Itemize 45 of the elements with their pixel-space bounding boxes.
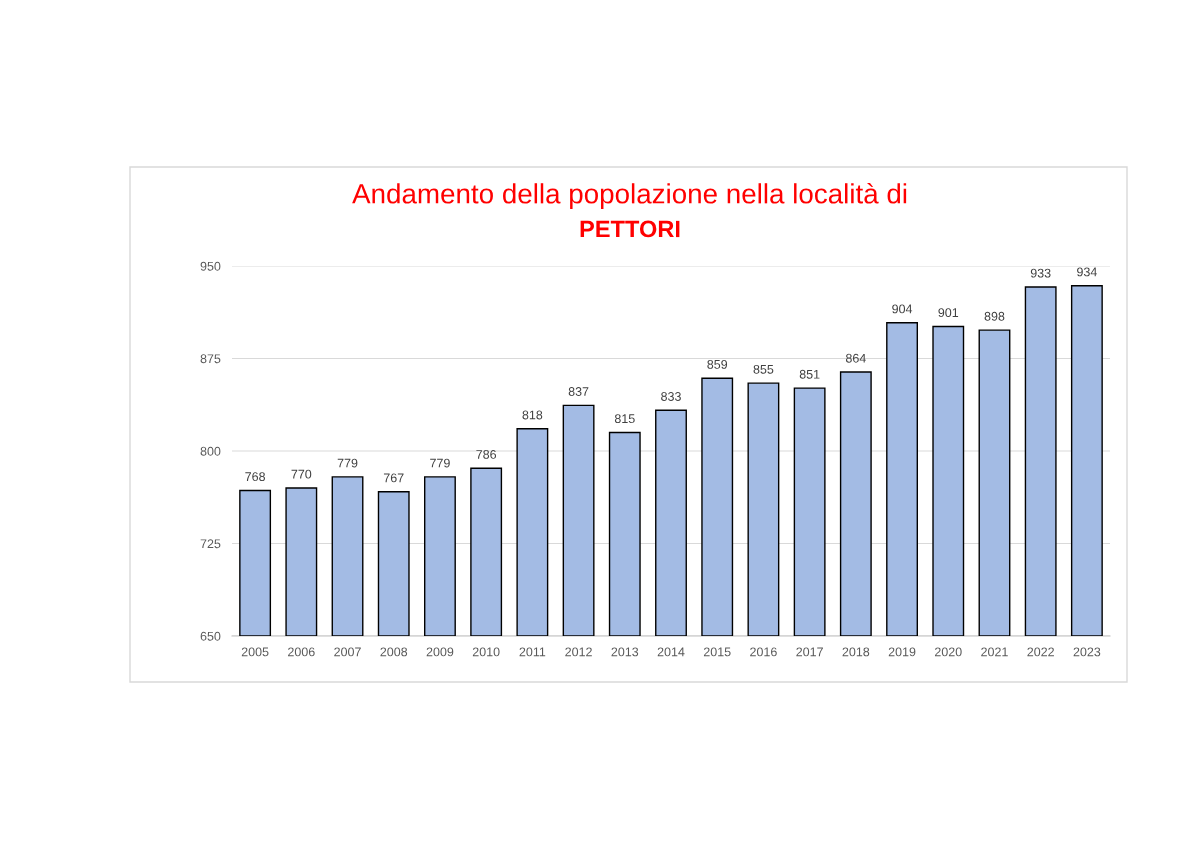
data-label: 933 [1030,268,1051,278]
y-tick-label: 725 [200,539,221,549]
data-label: 859 [707,359,728,369]
x-tick-label: 2021 [981,647,1008,657]
data-label: 898 [984,311,1005,321]
data-label: 833 [661,392,681,401]
x-tick-label: 2016 [750,647,777,657]
x-tick-label: 2019 [888,647,916,657]
data-label: 818 [522,410,543,420]
chart-subtitle: PETTORI [580,220,680,238]
data-label: 786 [476,450,497,459]
data-label: 934 [1077,267,1097,277]
x-tick-label: 2011 [519,647,546,657]
data-label: 767 [383,473,404,483]
data-label: 851 [799,369,820,379]
x-tick-label: 2007 [334,647,361,657]
chart-title: Andamento della popolazione nella località di [352,182,907,210]
data-label: 904 [892,304,913,314]
data-label: 770 [291,469,312,479]
data-label: 768 [245,472,265,482]
data-label: 901 [938,308,959,318]
x-tick-label: 2012 [565,647,592,657]
x-tick-label: 2005 [241,647,269,657]
x-tick-label: 2010 [472,647,500,657]
data-label: 837 [568,387,589,396]
x-tick-label: 2018 [842,647,870,657]
x-tick-label: 2008 [380,647,408,657]
x-tick-label: 2009 [426,647,454,657]
y-tick-label: 650 [200,631,221,641]
data-label: 855 [753,364,774,374]
x-tick-label: 2006 [288,647,315,657]
data-label: 779 [430,458,450,468]
x-tick-label: 2014 [657,647,685,657]
x-tick-label: 2023 [1073,647,1101,657]
data-label: 864 [845,353,866,363]
x-tick-label: 2015 [703,647,731,657]
x-tick-label: 2013 [611,647,639,657]
data-label: 815 [614,414,635,424]
y-tick-label: 800 [200,446,221,456]
y-tick-label: 875 [200,354,221,364]
y-tick-label: 950 [200,261,221,271]
x-tick-label: 2020 [934,647,962,657]
x-tick-label: 2022 [1027,647,1054,657]
x-tick-label: 2017 [796,647,823,657]
data-label: 779 [337,458,358,468]
